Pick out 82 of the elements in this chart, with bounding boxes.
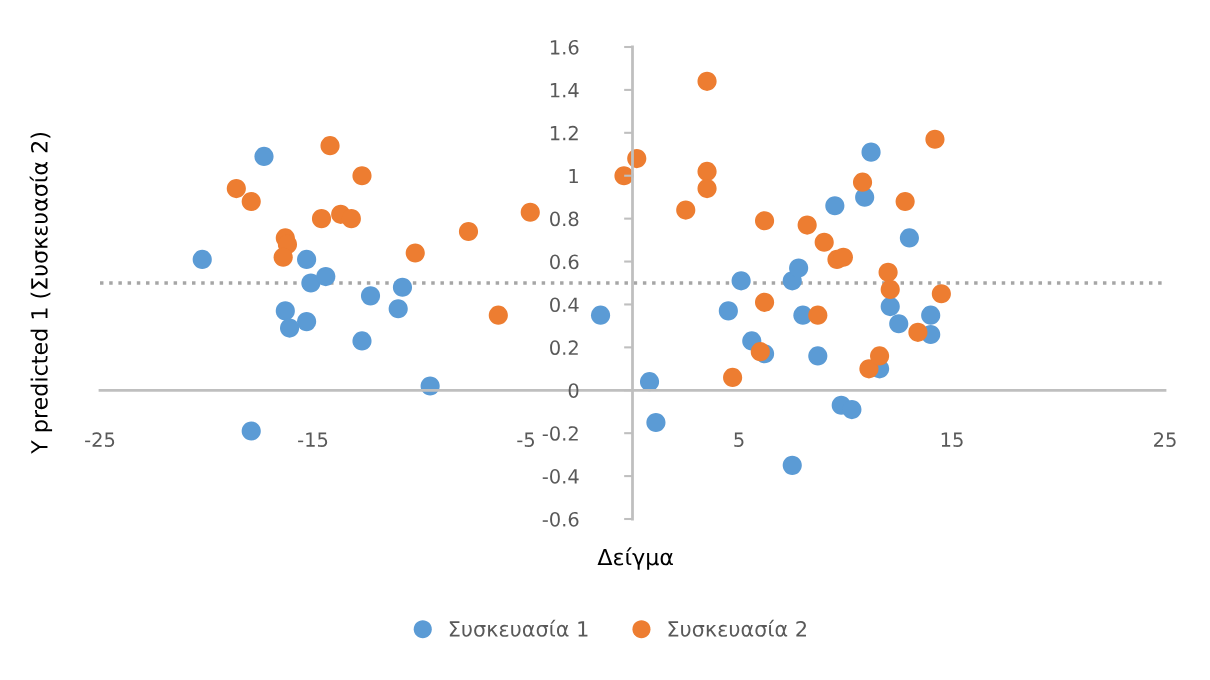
point bbox=[861, 142, 881, 162]
point bbox=[754, 211, 775, 231]
point bbox=[754, 292, 775, 312]
x-tick-label: 15 bbox=[941, 432, 963, 447]
point bbox=[405, 243, 425, 263]
y-tick-label: 1.2 bbox=[550, 125, 578, 141]
point bbox=[931, 284, 951, 304]
point bbox=[731, 271, 751, 291]
point bbox=[241, 191, 261, 212]
point bbox=[870, 346, 890, 366]
point bbox=[808, 305, 828, 325]
point bbox=[297, 249, 317, 269]
point bbox=[254, 146, 274, 166]
y-tick-label: -0.2 bbox=[542, 426, 578, 441]
y-tick-label: 0.6 bbox=[550, 254, 579, 270]
y-tick-label: -0.4 bbox=[542, 469, 579, 484]
point bbox=[639, 372, 660, 392]
point bbox=[352, 331, 372, 351]
point bbox=[280, 318, 300, 338]
point bbox=[859, 359, 879, 379]
point bbox=[782, 455, 802, 475]
x-tick-label: 5 bbox=[734, 432, 744, 447]
point bbox=[316, 266, 336, 287]
point bbox=[614, 166, 634, 186]
y-tick-label: 0 bbox=[568, 383, 579, 398]
point bbox=[908, 322, 928, 342]
point bbox=[388, 299, 408, 319]
point bbox=[878, 262, 898, 282]
point bbox=[320, 136, 340, 156]
legend-label: Συσκευασία 2 bbox=[668, 619, 806, 637]
y-tick-label: 0.8 bbox=[550, 211, 579, 227]
point bbox=[925, 129, 945, 149]
point bbox=[226, 179, 246, 199]
x-axis-title: Δείγμα bbox=[597, 547, 673, 570]
point bbox=[273, 247, 293, 267]
y-tick-label: 0.4 bbox=[550, 297, 579, 313]
point bbox=[718, 301, 738, 321]
point bbox=[895, 191, 915, 212]
point bbox=[520, 202, 540, 222]
point bbox=[921, 305, 941, 325]
point bbox=[750, 342, 770, 362]
point bbox=[241, 421, 261, 441]
point bbox=[301, 273, 321, 293]
point bbox=[697, 179, 717, 199]
point bbox=[297, 312, 317, 332]
point bbox=[458, 221, 479, 242]
point bbox=[360, 286, 381, 306]
y-tick-label: 0.2 bbox=[550, 340, 578, 356]
y-axis-title: Y predicted 1 (Συσκευασία 2) bbox=[29, 133, 53, 454]
y-tick-label: 1 bbox=[569, 168, 578, 184]
x-tick-label: -5 bbox=[517, 432, 534, 447]
point bbox=[341, 209, 361, 229]
point bbox=[646, 412, 666, 433]
y-tick-label: 1.6 bbox=[550, 39, 579, 55]
point bbox=[842, 400, 862, 420]
legend-label: Συσκευασία 1 bbox=[449, 619, 588, 637]
point bbox=[808, 346, 828, 366]
point bbox=[311, 209, 332, 229]
point bbox=[814, 232, 834, 252]
point bbox=[590, 305, 611, 325]
point bbox=[275, 301, 295, 321]
y-tick-label: -0.6 bbox=[542, 511, 579, 527]
point bbox=[192, 249, 212, 269]
point bbox=[880, 279, 900, 300]
y-tick-label: 1.4 bbox=[550, 83, 579, 98]
point bbox=[488, 305, 508, 325]
x-tick-label: -25 bbox=[85, 432, 115, 447]
point bbox=[676, 200, 696, 220]
point bbox=[789, 258, 809, 278]
point bbox=[797, 215, 817, 235]
point bbox=[352, 166, 372, 186]
point bbox=[880, 297, 900, 317]
point bbox=[697, 161, 717, 182]
point bbox=[899, 228, 919, 248]
x-tick-label: 25 bbox=[1154, 432, 1176, 447]
x-tick-label: -15 bbox=[298, 432, 328, 447]
point bbox=[392, 277, 413, 297]
point bbox=[825, 196, 845, 216]
point bbox=[852, 172, 873, 192]
point bbox=[697, 71, 717, 91]
point bbox=[889, 314, 909, 334]
point bbox=[723, 367, 743, 387]
